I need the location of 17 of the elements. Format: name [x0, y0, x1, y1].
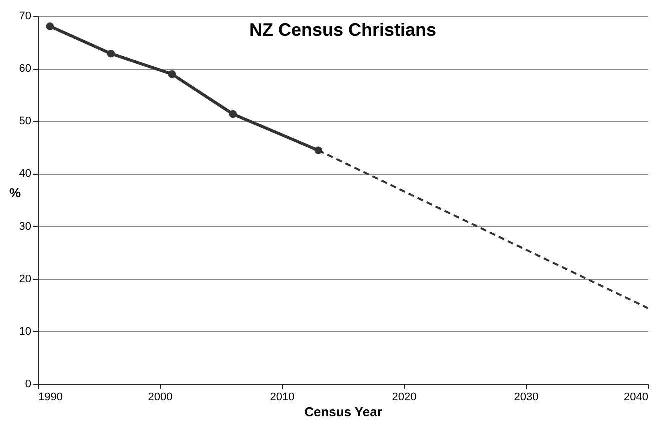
y-tick-label: 10 — [19, 326, 32, 338]
chart-title: NZ Census Christians — [249, 20, 437, 40]
y-tick-label: 70 — [19, 10, 32, 22]
y-tick-label: 40 — [19, 168, 32, 180]
y-tick-label: 30 — [19, 220, 32, 233]
x-tick-label: 2020 — [392, 392, 417, 404]
y-tick-label: 20 — [19, 273, 32, 286]
y-axis-title: % — [9, 186, 22, 200]
x-tick-label: 2000 — [148, 392, 173, 404]
x-tick-label: 2040 — [624, 392, 648, 404]
y-tick-label: 50 — [19, 116, 32, 128]
x-tick-label: 2030 — [514, 392, 539, 404]
x-tick-label: 1990 — [38, 392, 63, 404]
y-tick-label: 0 — [25, 378, 32, 390]
x-axis-title: Census Year — [304, 404, 382, 420]
x-tick-label: 2010 — [270, 392, 295, 404]
y-tick-label: 60 — [19, 63, 32, 76]
